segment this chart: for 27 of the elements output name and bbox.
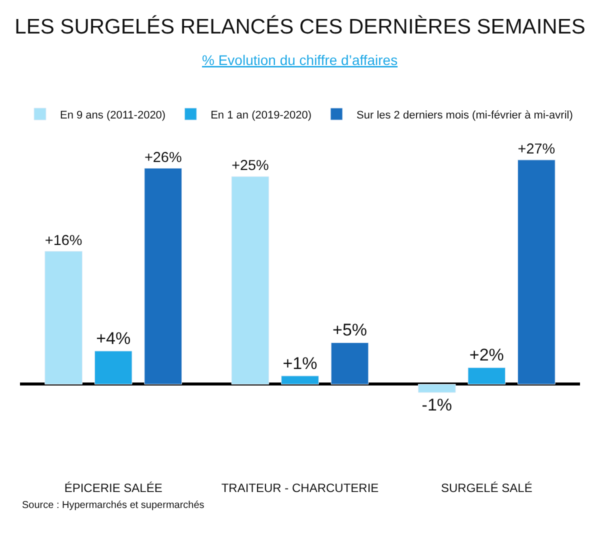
chart-subtitle: % Evolution du chiffre d’affaires bbox=[202, 52, 398, 68]
data-label: +2% bbox=[469, 346, 504, 365]
data-label: +27% bbox=[518, 142, 556, 158]
data-label: +26% bbox=[144, 150, 182, 166]
data-label: +5% bbox=[332, 320, 368, 340]
bar bbox=[44, 251, 82, 384]
x-tick-label: ÉPICERIE SALÉE bbox=[64, 481, 162, 495]
data-label: +4% bbox=[96, 329, 131, 348]
legend-label: En 9 ans (2011-2020) bbox=[60, 109, 166, 122]
bar bbox=[518, 160, 556, 384]
legend-label: Sur les 2 derniers mois (mi-février à mi-avril) bbox=[356, 109, 573, 122]
bar bbox=[468, 367, 506, 384]
bar bbox=[94, 350, 132, 384]
bar bbox=[330, 342, 369, 384]
bar bbox=[281, 376, 319, 384]
x-tick-label: SURGELÉ SALÉ bbox=[440, 481, 532, 495]
bar bbox=[418, 384, 456, 393]
x-tick-label: TRAITEUR - CHARCUTERIE bbox=[221, 481, 379, 495]
bar bbox=[231, 176, 270, 384]
bar bbox=[144, 168, 182, 384]
legend-label: En 1 an (2019-2020) bbox=[210, 109, 312, 122]
data-label: +16% bbox=[44, 232, 82, 249]
data-label: +25% bbox=[232, 158, 270, 174]
data-label: +1% bbox=[282, 354, 318, 373]
source-note: Source : Hypermarchés et supermarchés bbox=[22, 500, 204, 511]
chart-title: LES SURGELÉS RELANCÉS CES DERNIÈRES SEMAINES bbox=[14, 14, 586, 38]
data-label: -1% bbox=[422, 396, 452, 415]
